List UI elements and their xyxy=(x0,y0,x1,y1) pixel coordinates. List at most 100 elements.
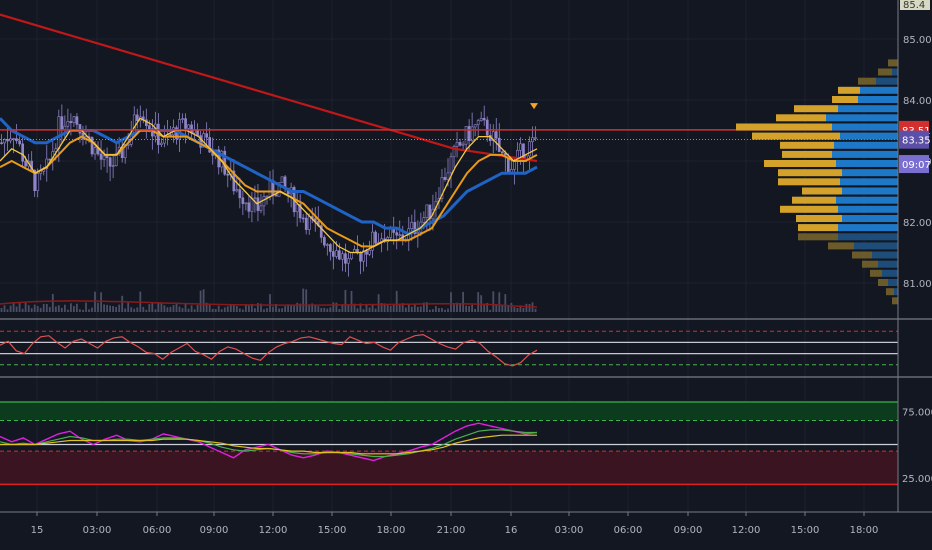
candle-body-108 xyxy=(325,244,329,246)
price-tag-label-1: 83.35 xyxy=(902,136,931,147)
volume-bar-166 xyxy=(501,305,504,312)
volume-bar-45 xyxy=(136,307,139,312)
volume-bar-87 xyxy=(263,309,265,312)
candle-body-110 xyxy=(331,251,335,257)
candle-body-177 xyxy=(534,137,537,139)
candle-body-83 xyxy=(250,198,254,212)
volume-bar-105 xyxy=(317,306,320,312)
candle-body-75 xyxy=(226,173,230,176)
volume-bar-93 xyxy=(281,308,283,312)
volume-bar-19 xyxy=(57,305,60,312)
volume-bar-151 xyxy=(456,302,458,312)
volume-bar-127 xyxy=(383,303,386,312)
price-tick-label-3: 82.00 xyxy=(903,218,932,229)
volume-bar-38 xyxy=(115,307,117,312)
vp-gold-14 xyxy=(802,187,842,195)
time-tick-label-13: 15:00 xyxy=(791,525,820,536)
volume-bar-52 xyxy=(157,302,160,312)
volume-bar-103 xyxy=(311,303,314,312)
volume-bar-31 xyxy=(94,291,96,312)
candle-body-119 xyxy=(359,252,362,262)
vp-blue-10 xyxy=(832,150,898,158)
candle-body-122 xyxy=(368,249,371,255)
volume-bar-49 xyxy=(148,304,151,312)
candlestick-series xyxy=(0,104,537,277)
candle-body-7 xyxy=(21,143,25,162)
candle-body-120 xyxy=(362,250,365,262)
vp-gold-12 xyxy=(778,169,842,177)
volume-bar-35 xyxy=(106,304,108,312)
vp-gold-21 xyxy=(852,251,872,259)
volume-bar-92 xyxy=(278,308,280,312)
volume-bar-66 xyxy=(199,290,202,312)
candle-body-98 xyxy=(295,204,299,213)
candle-body-23 xyxy=(69,121,73,124)
candle-body-20 xyxy=(60,116,64,131)
volume-bar-16 xyxy=(48,307,51,312)
candle-body-153 xyxy=(461,143,465,146)
volume-bar-91 xyxy=(275,304,277,312)
volume-bar-6 xyxy=(18,302,21,312)
candle-body-78 xyxy=(235,189,239,192)
candle-body-80 xyxy=(241,197,245,204)
volume-bar-11 xyxy=(33,304,36,312)
volume-bar-120 xyxy=(362,309,365,312)
volume-bar-135 xyxy=(407,304,410,312)
candle-body-149 xyxy=(449,156,453,174)
volume-bar-73 xyxy=(220,309,223,312)
candle-body-35 xyxy=(105,155,109,158)
candle-body-137 xyxy=(413,222,417,234)
candle-body-31 xyxy=(93,147,97,155)
volume-bar-4 xyxy=(12,302,15,312)
candle-body-151 xyxy=(455,142,459,147)
candle-body-4 xyxy=(12,138,15,140)
volume-bar-90 xyxy=(272,306,274,312)
vp-blue-11 xyxy=(836,160,898,167)
time-tick-label-3: 09:00 xyxy=(200,525,229,536)
price-tag-bg-1 xyxy=(899,130,929,149)
volume-bar-158 xyxy=(477,292,480,312)
candle-body-86 xyxy=(259,205,263,211)
candle-body-157 xyxy=(473,124,477,128)
vp-gold-9 xyxy=(780,141,834,149)
volume-bar-122 xyxy=(368,307,371,312)
candle-body-66 xyxy=(199,135,203,148)
volume-bar-143 xyxy=(432,309,434,312)
volume-bar-146 xyxy=(441,308,443,312)
volume-bar-106 xyxy=(320,308,323,312)
volume-bar-137 xyxy=(413,304,416,312)
volume-bar-119 xyxy=(359,303,362,312)
volume-bar-113 xyxy=(341,304,344,312)
volume-bar-98 xyxy=(296,302,299,312)
volume-bar-140 xyxy=(423,302,425,312)
volume-bar-58 xyxy=(175,302,178,312)
volume-bar-1 xyxy=(3,305,6,312)
volume-bar-161 xyxy=(486,303,489,312)
candle-body-88 xyxy=(265,196,269,198)
volume-bar-117 xyxy=(353,303,356,312)
volume-bar-44 xyxy=(133,308,136,312)
candle-body-109 xyxy=(328,244,332,252)
volume-bar-123 xyxy=(371,303,374,312)
candle-body-11 xyxy=(33,169,36,192)
candle-body-53 xyxy=(160,142,163,145)
volume-bar-50 xyxy=(151,302,154,312)
candle-body-154 xyxy=(464,126,468,145)
volume-bar-160 xyxy=(483,303,486,312)
volume-bar-20 xyxy=(60,307,63,312)
volume-bar-150 xyxy=(453,304,455,312)
price-tick-label-1: 84.00 xyxy=(903,96,932,107)
candle-body-111 xyxy=(334,250,338,257)
candle-body-100 xyxy=(301,217,305,220)
volume-bars xyxy=(0,288,538,312)
volume-bar-43 xyxy=(130,307,133,312)
volume-bar-17 xyxy=(51,293,54,312)
candle-body-107 xyxy=(322,237,326,246)
candle-body-82 xyxy=(247,202,251,212)
time-tick-label-4: 12:00 xyxy=(259,525,288,536)
volume-bar-30 xyxy=(91,307,93,312)
vp-blue-21 xyxy=(872,251,898,259)
time-tick-label-6: 18:00 xyxy=(377,525,406,536)
volume-bar-111 xyxy=(335,302,338,312)
